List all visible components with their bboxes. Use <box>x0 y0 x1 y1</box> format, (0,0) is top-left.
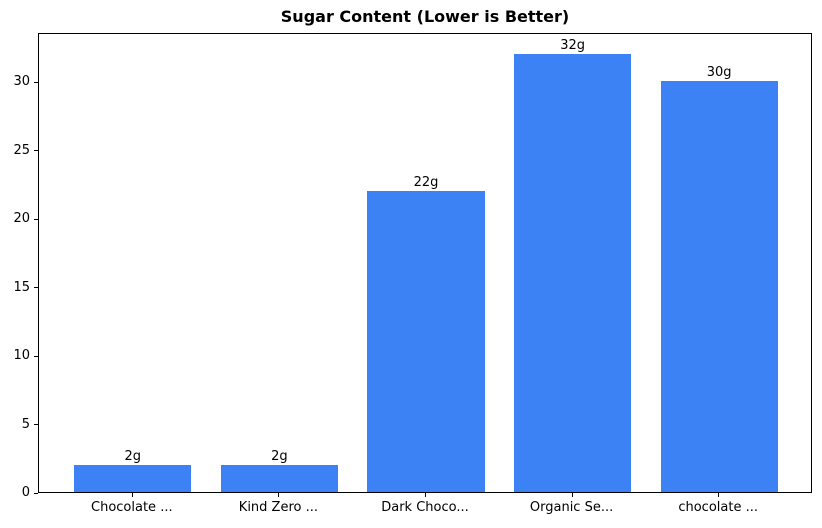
bar-value-label-0: 2g <box>124 448 142 464</box>
y-tick-label-0: 0 <box>21 485 30 500</box>
x-tick-mark-1 <box>278 493 280 497</box>
y-tick-label-3: 15 <box>13 279 30 295</box>
bar-0 <box>74 464 192 492</box>
bar-value-label-3: 32g <box>560 37 585 53</box>
bar-4 <box>660 81 778 492</box>
x-tick-mark-2 <box>425 493 426 497</box>
y-tick-label-2: 10 <box>13 348 30 364</box>
bar-1 <box>220 464 339 492</box>
y-tick-label-6: 30 <box>13 74 30 90</box>
bar-2 <box>367 190 485 492</box>
bar-value-label-4: 30g <box>706 65 732 81</box>
bar-value-label-1: 2g <box>271 448 288 464</box>
x-tick-label-4: chocolate ... <box>678 500 758 515</box>
x-tick-label-2: Dark Choco... <box>381 500 469 515</box>
y-tick-label-5: 25 <box>13 142 30 158</box>
bar-value-label-2: 22g <box>413 174 439 190</box>
x-tick-mark-0 <box>131 493 133 497</box>
y-tick-label-1: 5 <box>21 416 30 432</box>
chart-title: Sugar Content (Lower is Better) <box>280 7 570 26</box>
plot-area: 2g 2g 22g 32g 30g <box>38 33 812 493</box>
x-tick-label-3: Organic Se... <box>529 500 614 515</box>
x-tick-label-0: Chocolate ... <box>91 500 173 515</box>
y-tick-label-4: 20 <box>13 211 30 227</box>
x-tick-mark-3 <box>571 493 573 497</box>
bar-3 <box>513 53 632 492</box>
x-tick-label-1: Kind Zero ... <box>238 500 319 515</box>
x-tick-mark-4 <box>718 493 720 497</box>
